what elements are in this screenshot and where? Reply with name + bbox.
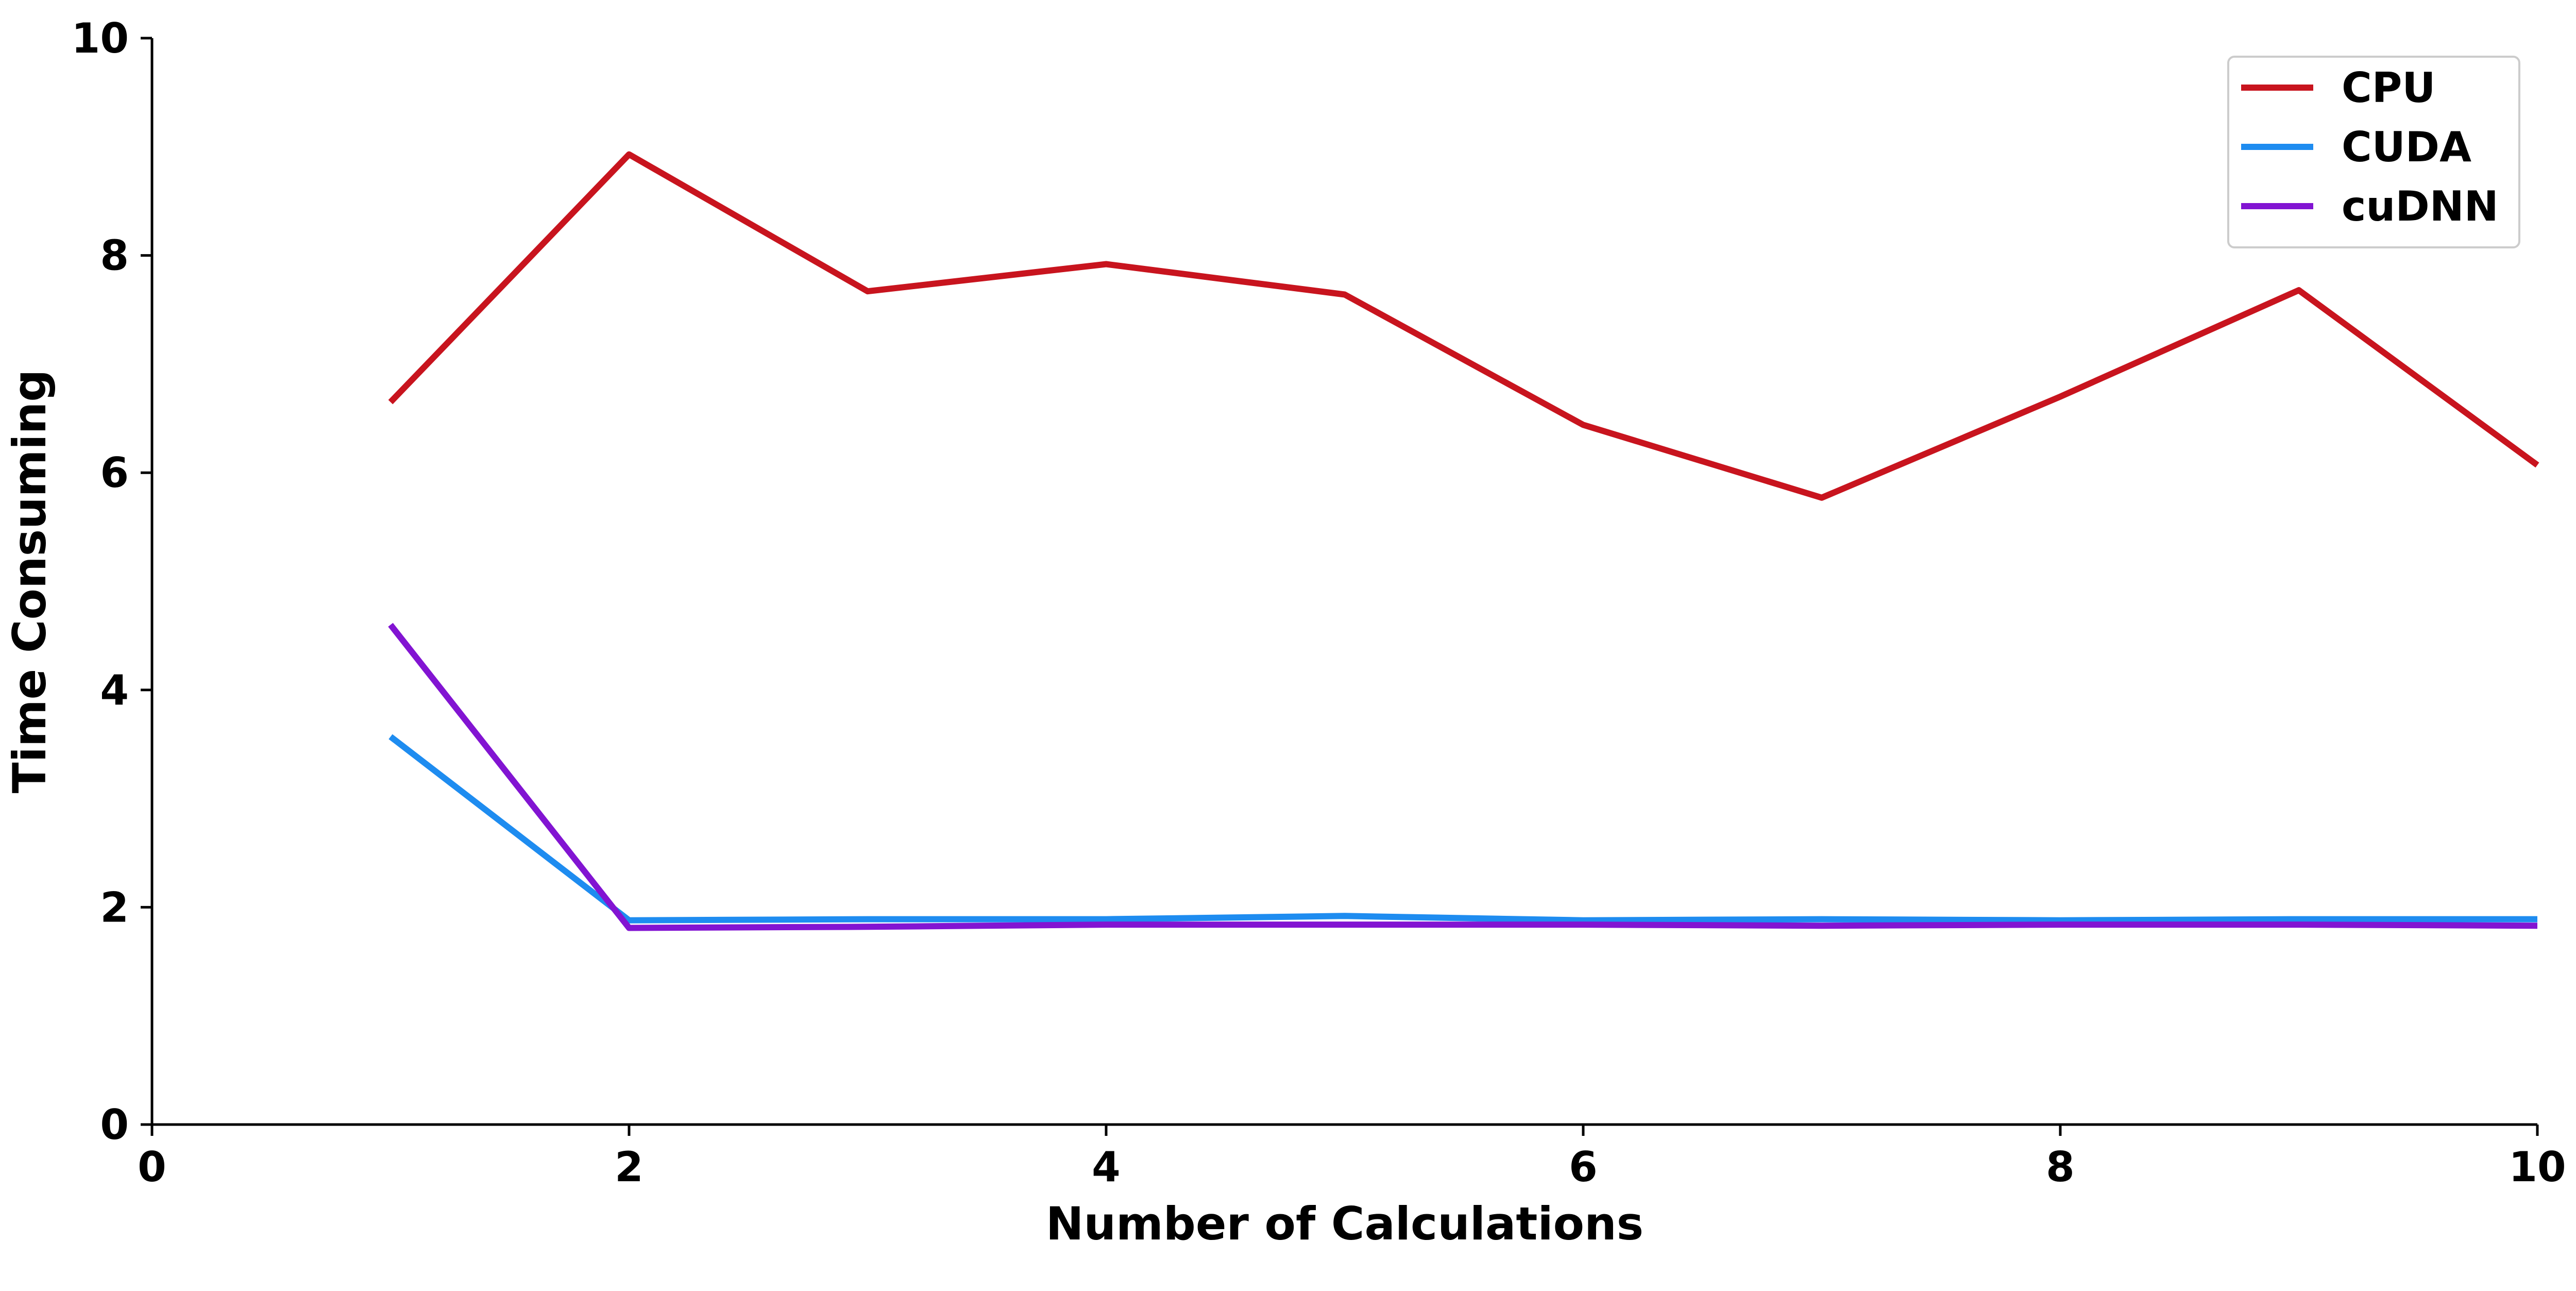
legend-box <box>2227 56 2520 248</box>
y-tick-label: 6 <box>100 449 129 497</box>
legend-label-cudnn: cuDNN <box>2342 182 2499 230</box>
y-tick-label: 2 <box>100 883 129 931</box>
series-line-cpu <box>388 151 2539 501</box>
x-tick-label: 0 <box>138 1143 166 1191</box>
x-tick-label: 8 <box>2046 1143 2075 1191</box>
plot-area <box>388 151 2539 931</box>
series-line-cuda <box>388 734 2537 924</box>
y-tick-label: 4 <box>100 666 129 714</box>
x-tick-label: 6 <box>1569 1143 1598 1191</box>
y-tick-label: 10 <box>72 14 129 62</box>
x-tick-label: 4 <box>1092 1143 1121 1191</box>
legend-label-cuda: CUDA <box>2342 123 2471 171</box>
legend-label-cpu: CPU <box>2342 64 2435 112</box>
legend: CPU CUDA cuDNN <box>2227 56 2520 248</box>
axes: 0 2 4 6 8 10 0 2 4 6 8 10 Number of Calculations Time… <box>3 14 2566 1250</box>
series-line-cudnn <box>388 623 2538 931</box>
y-tick-label: 0 <box>100 1101 129 1149</box>
y-tick-label: 8 <box>100 232 129 280</box>
y-axis-label: Time Consuming <box>3 370 56 793</box>
x-tick-label: 10 <box>2509 1143 2566 1191</box>
x-tick-label: 2 <box>615 1143 643 1191</box>
x-axis-label: Number of Calculations <box>1046 1197 1643 1250</box>
